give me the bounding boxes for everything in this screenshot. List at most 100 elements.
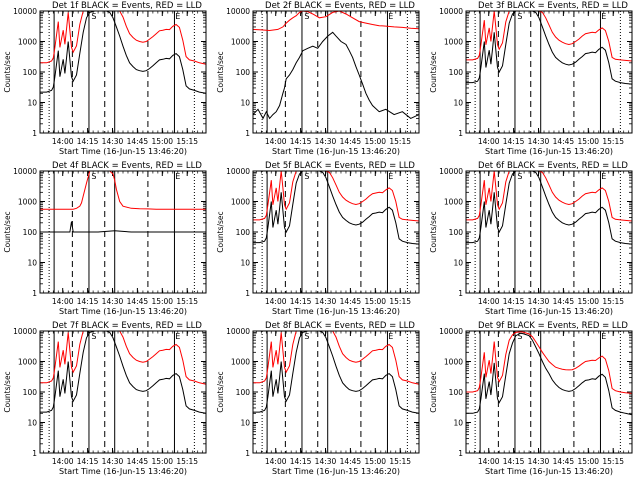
plot-frame <box>252 10 420 134</box>
x-tick-label: 14:30 <box>528 457 550 466</box>
events-series-line <box>40 330 207 414</box>
x-tick-label: 15:15 <box>176 457 198 466</box>
x-tick-label: 15:00 <box>577 297 599 306</box>
lld-series-line <box>253 330 420 385</box>
chart-panel-9: Det 9f BLACK = Events, RED = LLD Counts/s… <box>429 321 633 476</box>
y-tick-label: 100 <box>236 228 251 237</box>
lld-series-line <box>466 331 633 394</box>
x-tick-label: 15:15 <box>389 457 411 466</box>
y-axis-label: Counts/sec <box>3 211 12 252</box>
x-tick-label: 14:30 <box>102 297 124 306</box>
marker-letter: S <box>91 332 96 341</box>
y-tick-label: 100 <box>236 68 251 77</box>
x-tick-label: 14:45 <box>340 297 362 306</box>
y-tick-label: 10000 <box>13 7 37 16</box>
events-series-line <box>40 10 207 94</box>
events-series-line <box>252 31 420 120</box>
plot-frame <box>465 170 633 294</box>
chart-panel-2: Det 2f BLACK = Events, RED = LLD Counts/s… <box>216 1 420 156</box>
y-axis-label: Counts/sec <box>3 371 12 412</box>
y-tick-label: 1 <box>458 289 463 298</box>
x-tick-label: 15:15 <box>389 297 411 306</box>
panel-title: Det 3f BLACK = Events, RED = LLD <box>478 1 628 11</box>
x-tick-label: 15:00 <box>577 137 599 146</box>
plot-frame <box>252 330 420 454</box>
marker-letter: E <box>388 12 393 21</box>
x-tick-label: 14:15 <box>290 457 312 466</box>
y-tick-label: 1 <box>245 449 250 458</box>
y-axis-label: Counts/sec <box>216 51 225 92</box>
marker-letter: E <box>601 332 606 341</box>
x-tick-label: 14:15 <box>77 457 99 466</box>
y-tick-label: 1000 <box>444 358 463 367</box>
plot-frame <box>252 170 420 294</box>
events-series-line <box>466 332 633 416</box>
marker-letter: E <box>175 12 180 21</box>
y-tick-label: 10 <box>453 99 463 108</box>
panel-title: Det 7f BLACK = Events, RED = LLD <box>52 321 202 331</box>
y-axis-label: Counts/sec <box>3 51 12 92</box>
x-tick-label: 14:30 <box>102 457 124 466</box>
marker-letter: S <box>517 332 522 341</box>
y-tick-label: 10000 <box>439 167 463 176</box>
x-tick-label: 14:00 <box>52 297 74 306</box>
x-tick-label: 15:15 <box>602 297 624 306</box>
x-axis-label: Start Time (16-Jun-15 13:46:20) <box>485 147 613 156</box>
events-series-line <box>253 330 420 414</box>
x-tick-label: 14:00 <box>478 137 500 146</box>
x-tick-label: 14:45 <box>553 457 575 466</box>
x-axis-label: Start Time (16-Jun-15 13:46:20) <box>59 307 187 316</box>
x-tick-label: 15:00 <box>364 457 386 466</box>
x-axis-label: Start Time (16-Jun-15 13:46:20) <box>485 307 613 316</box>
x-tick-label: 15:00 <box>364 137 386 146</box>
marker-letter: E <box>388 172 393 181</box>
marker-letter: S <box>304 332 309 341</box>
panel-title: Det 6f BLACK = Events, RED = LLD <box>478 161 628 171</box>
x-axis-label: Start Time (16-Jun-15 13:46:20) <box>272 467 400 476</box>
x-tick-label: 15:15 <box>389 137 411 146</box>
panel-title: Det 4f BLACK = Events, RED = LLD <box>52 161 202 171</box>
lld-series-line <box>40 170 206 210</box>
y-tick-label: 10000 <box>13 167 37 176</box>
chart-panel-8: Det 8f BLACK = Events, RED = LLD Counts/s… <box>216 321 420 476</box>
x-tick-label: 14:30 <box>528 137 550 146</box>
x-tick-label: 14:30 <box>315 297 337 306</box>
plot-frame <box>39 170 207 294</box>
chart-panel-1: Det 1f BLACK = Events, RED = LLD Counts/s… <box>3 1 207 156</box>
plot-frame <box>39 10 207 134</box>
y-tick-label: 100 <box>23 388 38 397</box>
lld-series-line <box>466 10 633 62</box>
lld-series-line <box>40 330 207 385</box>
x-tick-label: 15:00 <box>364 297 386 306</box>
x-tick-label: 15:15 <box>176 137 198 146</box>
x-tick-label: 14:30 <box>315 457 337 466</box>
x-tick-label: 14:45 <box>127 137 149 146</box>
x-tick-label: 14:15 <box>77 137 99 146</box>
chart-panel-6: Det 6f BLACK = Events, RED = LLD Counts/s… <box>429 161 633 316</box>
marker-letter: S <box>517 12 522 21</box>
x-tick-label: 15:00 <box>577 457 599 466</box>
y-tick-label: 100 <box>236 388 251 397</box>
events-series-line <box>40 221 206 233</box>
y-axis-label: Counts/sec <box>429 371 438 412</box>
y-tick-label: 1000 <box>18 198 37 207</box>
y-tick-label: 1000 <box>231 38 250 47</box>
x-tick-label: 14:00 <box>478 457 500 466</box>
marker-letter: S <box>304 12 309 21</box>
x-tick-label: 14:00 <box>265 297 287 306</box>
y-axis-label: Counts/sec <box>216 371 225 412</box>
x-tick-label: 15:15 <box>176 297 198 306</box>
panel-title: Det 5f BLACK = Events, RED = LLD <box>265 161 415 171</box>
lld-series-line <box>40 10 207 65</box>
x-tick-label: 14:15 <box>290 297 312 306</box>
x-tick-label: 15:15 <box>602 137 624 146</box>
x-tick-label: 14:15 <box>503 457 525 466</box>
x-tick-label: 14:30 <box>102 137 124 146</box>
y-tick-label: 1 <box>458 449 463 458</box>
x-axis-label: Start Time (16-Jun-15 13:46:20) <box>59 467 187 476</box>
y-tick-label: 10 <box>240 419 250 428</box>
x-tick-label: 14:45 <box>127 457 149 466</box>
y-tick-label: 1 <box>32 449 37 458</box>
chart-panel-5: Det 5f BLACK = Events, RED = LLD Counts/s… <box>216 161 420 316</box>
